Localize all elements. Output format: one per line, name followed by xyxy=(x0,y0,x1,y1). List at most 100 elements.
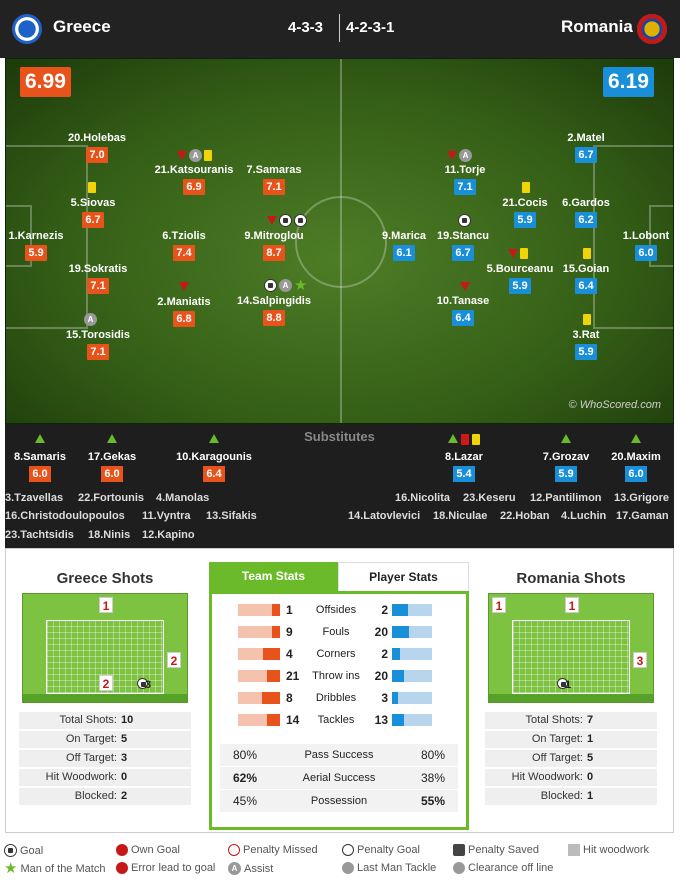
away-team-name[interactable]: Romania xyxy=(561,17,633,36)
match-header: Greece 4-3-3 4-2-3-1 Romania xyxy=(0,0,680,58)
assist-icon: A xyxy=(84,312,97,326)
player-maniatis[interactable]: 2.Maniatis 6.8 xyxy=(157,296,211,327)
unused-sub[interactable]: 16.Nicolita xyxy=(395,492,451,504)
sub-gekas[interactable]: 17.Gekas 6.0 xyxy=(52,434,172,482)
team-stats-panel: Team Stats Player Stats 1 Offsides 2 9 Fouls… xyxy=(209,562,469,830)
player-torje[interactable]: 11.Torje 7.1 xyxy=(444,164,486,195)
unused-sub[interactable]: 18.Ninis xyxy=(88,529,131,541)
hit-woodwork-icon xyxy=(568,844,580,856)
player-matel[interactable]: 2.Matel 6.7 xyxy=(567,132,605,163)
home-six-yard-box xyxy=(6,205,32,267)
stat-row: Blocked: 2 xyxy=(19,788,191,805)
unused-sub[interactable]: 3.Tzavellas xyxy=(5,492,64,504)
unused-sub[interactable]: 12.Kapino xyxy=(142,529,195,541)
event-icons-torosidis: A xyxy=(84,312,97,326)
player-tziolis[interactable]: 6.Tziolis 7.4 xyxy=(162,230,206,261)
unused-sub[interactable]: 12.Pantilimon xyxy=(530,492,602,504)
unused-sub[interactable]: 22.Hoban xyxy=(500,510,550,522)
unused-sub[interactable]: 4.Luchin xyxy=(561,510,607,522)
shot-zone-count: 1 xyxy=(565,597,579,613)
unused-sub[interactable]: 23.Keseru xyxy=(463,492,516,504)
player-katsouranis[interactable]: 21.Katsouranis 6.9 xyxy=(154,164,234,195)
sub-maxim[interactable]: 20.Maxim 6.0 xyxy=(576,434,680,482)
home-team-name[interactable]: Greece xyxy=(53,17,111,36)
assist-icon: A xyxy=(228,862,241,875)
center-circle xyxy=(295,196,387,288)
unused-sub[interactable]: 22.Fortounis xyxy=(78,492,145,504)
event-icons-salpingidis: A ★ xyxy=(264,278,307,293)
unused-sub[interactable]: 13.Grigore xyxy=(614,492,670,504)
player-gardos[interactable]: 6.Gardos 6.2 xyxy=(562,197,610,228)
unused-sub[interactable]: 14.Latovlevici xyxy=(348,510,421,522)
player-sokratis[interactable]: 19.Sokratis 7.1 xyxy=(68,263,128,294)
sub-samaris[interactable]: 8.Samaris 6.0 xyxy=(0,434,100,482)
home-shot-map[interactable]: 1 2 2 3 xyxy=(22,593,188,703)
legend-item: Penalty Goal xyxy=(342,844,420,856)
sub-karagounis[interactable]: 10.Karagounis 6.4 xyxy=(154,434,274,482)
player-tanase[interactable]: 10.Tanase 6.4 xyxy=(436,295,490,326)
percentage-row: 80% Pass Success 80% xyxy=(220,744,458,766)
sub-off-icon xyxy=(179,281,189,291)
unused-sub[interactable]: 4.Manolas xyxy=(156,492,210,504)
stat-label: Throw ins xyxy=(312,670,360,682)
unused-sub[interactable]: 17.Gaman xyxy=(616,510,669,522)
event-icons-siovas xyxy=(88,180,96,194)
shot-zone-count: 3 xyxy=(633,652,647,668)
penalty-missed-icon xyxy=(228,844,240,856)
goal-frame xyxy=(512,620,630,694)
yellow-card-icon xyxy=(522,181,530,193)
player-karnezis[interactable]: 1.Karnezis 5.9 xyxy=(8,230,64,261)
unused-sub[interactable]: 16.Christodoulopoulos xyxy=(5,510,125,522)
stat-row: Off Target: 3 xyxy=(19,750,191,767)
legend-item: Goal xyxy=(4,844,43,857)
event-icons-cocis xyxy=(522,180,530,194)
away-pct: 55% xyxy=(420,794,446,808)
player-torosidis[interactable]: 15.Torosidis 7.1 xyxy=(66,329,130,360)
stat-label: Offsides xyxy=(315,604,357,616)
event-icons-maniatis xyxy=(179,279,189,293)
player-salpingidis[interactable]: 14.Salpingidis 8.8 xyxy=(237,295,311,326)
red-card-icon xyxy=(461,434,469,445)
player-mitroglou[interactable]: 9.Mitroglou 8.7 xyxy=(244,230,304,261)
tab-player-stats[interactable]: Player Stats xyxy=(338,562,469,591)
player-samaras[interactable]: 7.Samaras 7.1 xyxy=(246,164,302,195)
assist-icon: A xyxy=(279,278,292,292)
sub-off-icon xyxy=(177,150,187,160)
sub-off-icon xyxy=(508,248,518,258)
goal-icon xyxy=(458,213,471,227)
sub-on-icon xyxy=(631,434,641,443)
unused-sub[interactable]: 18.Niculae xyxy=(433,510,488,522)
goal-count: 3 xyxy=(137,678,153,692)
away-stat-value: 3 xyxy=(381,691,388,705)
unused-sub[interactable]: 13.Sifakis xyxy=(206,510,257,522)
legend: Goal Own Goal Penalty Missed Penalty Goa… xyxy=(0,838,680,893)
player-goian[interactable]: 15.Goian 6.4 xyxy=(562,263,610,294)
home-shots-panel: Greece Shots 1 2 2 3 Total Shots: 10 On T… xyxy=(6,549,204,805)
penalty-goal-icon xyxy=(342,844,354,856)
player-bourceanu[interactable]: 5.Bourceanu 5.9 xyxy=(486,263,554,294)
player-rat[interactable]: 3.Rat 5.9 xyxy=(572,329,600,360)
player-cocis[interactable]: 21.Cocis 5.9 xyxy=(502,197,548,228)
sub-grozav[interactable]: 7.Grozav 5.9 xyxy=(506,434,626,482)
unused-sub[interactable]: 23.Tachtsidis xyxy=(5,529,74,541)
player-lobont[interactable]: 1.Lobont 6.0 xyxy=(622,230,670,261)
home-team-rating: 6.99 xyxy=(20,67,71,97)
tab-team-stats[interactable]: Team Stats xyxy=(209,562,338,591)
sub-lazar[interactable]: 8.Lazar 5.4 xyxy=(404,434,524,482)
unused-sub[interactable]: 11.Vyntra xyxy=(142,510,191,522)
player-marica[interactable]: 9.Marica 6.1 xyxy=(381,230,427,261)
stat-row: Hit Woodwork: 0 xyxy=(485,769,657,786)
sub-off-icon xyxy=(447,150,457,160)
event-icons-katsouranis: A xyxy=(177,148,212,162)
team-stat-row: 1 Offsides 2 xyxy=(220,599,458,621)
player-holebas[interactable]: 20.Holebas 7.0 xyxy=(67,132,127,163)
player-siovas[interactable]: 5.Siovas 6.7 xyxy=(70,197,116,228)
away-pct: 80% xyxy=(420,748,446,762)
legend-item: Error lead to goal xyxy=(116,862,215,874)
yellow-card-icon xyxy=(204,149,212,161)
stat-label: Corners xyxy=(316,648,356,660)
player-stancu[interactable]: 19.Stancu 6.7 xyxy=(437,230,489,261)
away-shot-map[interactable]: 1 1 3 1 xyxy=(488,593,654,703)
legend-item: Hit woodwork xyxy=(568,844,649,856)
yellow-card-icon xyxy=(472,434,480,445)
